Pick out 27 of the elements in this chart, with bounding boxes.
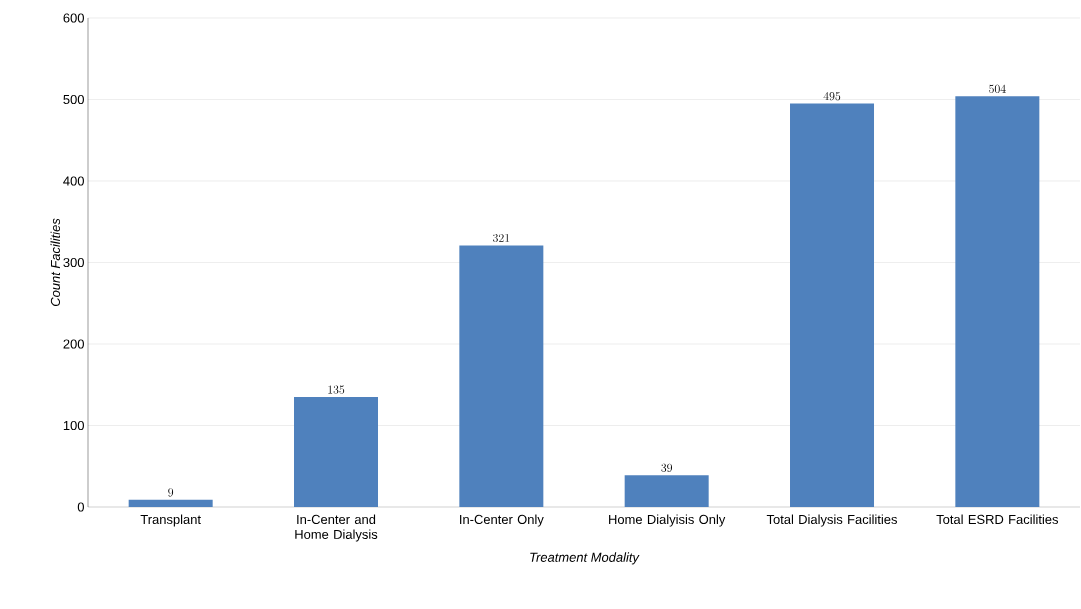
y-tick-label: 300 bbox=[63, 257, 84, 268]
y-tick-label: 100 bbox=[63, 420, 84, 431]
bar bbox=[790, 103, 875, 507]
x-tick-label: In-Center Only bbox=[460, 514, 544, 527]
data-label: 495 bbox=[823, 91, 841, 101]
x-axis-title: Treatment Modality bbox=[530, 552, 640, 565]
y-tick-label: 0 bbox=[77, 502, 84, 512]
x-tick-label: Transplant bbox=[140, 514, 201, 527]
data-label: 504 bbox=[989, 84, 1006, 93]
y-tick-label: 600 bbox=[63, 13, 84, 23]
data-label: 135 bbox=[328, 385, 345, 394]
data-label: 39 bbox=[661, 463, 673, 472]
bar bbox=[624, 475, 709, 507]
y-axis-title: Count Facilities bbox=[50, 218, 61, 307]
bar bbox=[128, 499, 213, 507]
y-tick-label: 500 bbox=[63, 94, 84, 105]
bar bbox=[955, 96, 1040, 507]
bar bbox=[459, 245, 544, 507]
data-label: 9 bbox=[168, 488, 174, 497]
x-tick-label: Total Dialysis Facilities bbox=[766, 514, 898, 527]
bar bbox=[294, 396, 378, 507]
x-tick-label: Home Dialyisis Only bbox=[609, 514, 726, 527]
data-label: 321 bbox=[493, 233, 510, 243]
y-tick-label: 400 bbox=[63, 176, 84, 186]
y-tick-label: 200 bbox=[63, 339, 84, 349]
x-tick-label: In-Center and Home Dialysis bbox=[295, 514, 378, 542]
x-tick-label: Total ESRD Facilities bbox=[936, 514, 1059, 525]
